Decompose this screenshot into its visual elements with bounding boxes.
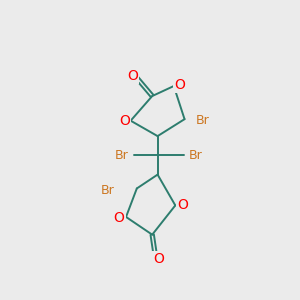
Text: O: O (114, 211, 124, 225)
Text: O: O (175, 78, 185, 92)
Text: Br: Br (115, 149, 128, 162)
Text: Br: Br (188, 149, 202, 162)
Text: Br: Br (101, 184, 114, 196)
Text: O: O (177, 198, 188, 212)
Text: O: O (127, 69, 138, 83)
Text: Br: Br (196, 114, 210, 127)
Text: O: O (153, 252, 164, 266)
Text: O: O (119, 115, 130, 128)
